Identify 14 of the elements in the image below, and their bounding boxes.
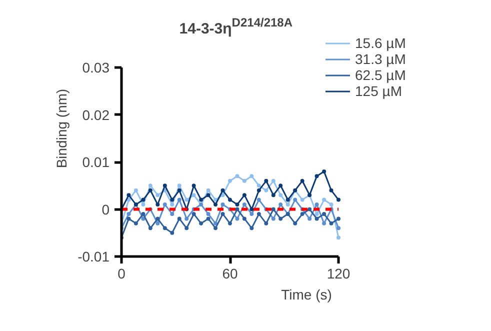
- legend-label: 31.3 µM: [355, 51, 406, 67]
- y-tick-label: 0: [102, 201, 110, 218]
- legend-label: 15.6 µM: [355, 35, 406, 51]
- x-tick-label: 60: [222, 266, 238, 282]
- x-axis-title: Time (s): [281, 286, 332, 302]
- y-tick-label: 0.02: [82, 106, 110, 123]
- y-tick-label: 0.03: [82, 60, 110, 76]
- x-tick-label: 0: [118, 266, 126, 282]
- y-tick-label: 0.01: [82, 154, 110, 170]
- y-tick-label: -0.01: [78, 248, 110, 264]
- y-axis-title: Binding (nm): [54, 88, 70, 168]
- legend-label: 62.5 µM: [355, 67, 406, 83]
- x-tick-label: 120: [326, 266, 350, 282]
- legend-label: 125 µM: [355, 83, 402, 99]
